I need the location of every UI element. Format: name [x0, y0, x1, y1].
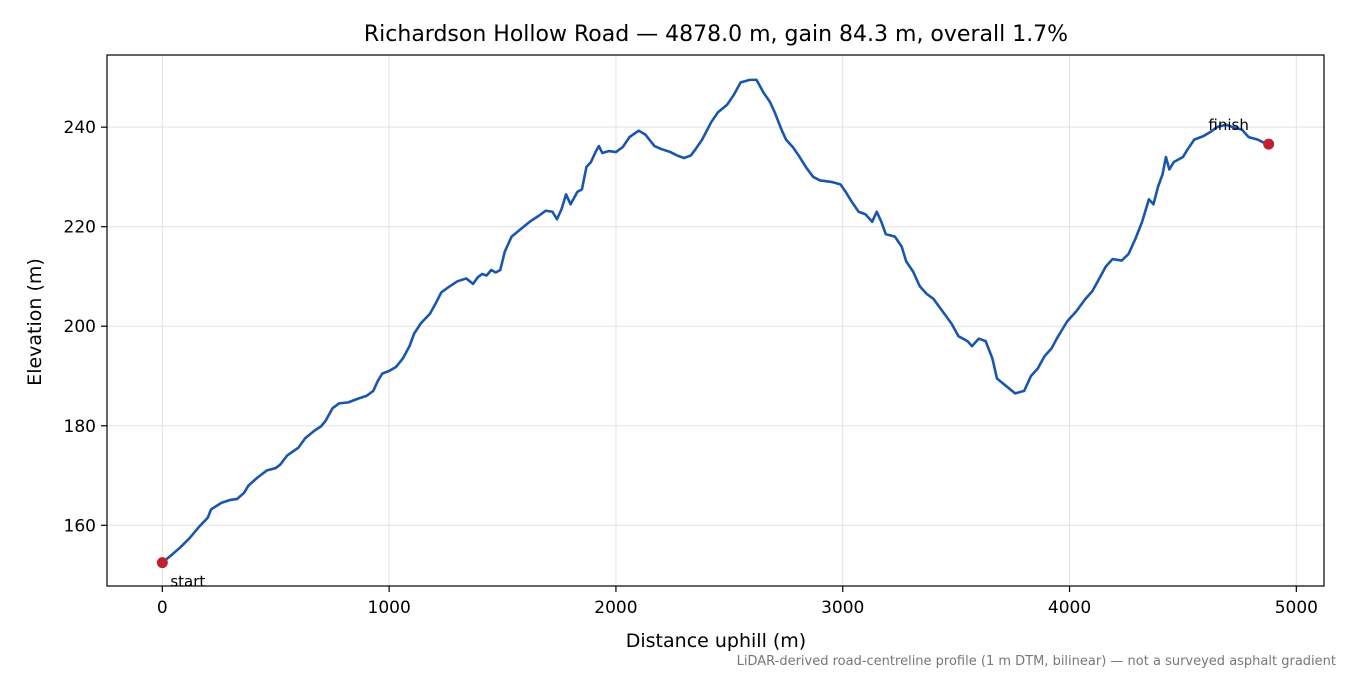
y-tick-label: 200 — [64, 317, 96, 337]
x-tick-label: 1000 — [368, 598, 411, 618]
x-axis-ticks: 0 1000 2000 3000 4000 5000 — [157, 586, 1318, 618]
finish-marker — [1263, 138, 1275, 150]
x-tick-label: 0 — [157, 598, 168, 618]
start-label: start — [170, 573, 205, 591]
y-tick-label: 220 — [64, 218, 96, 238]
y-tick-label: 240 — [64, 118, 96, 138]
start-marker — [156, 557, 168, 569]
y-axis-ticks: 160 180 200 220 240 — [64, 118, 107, 536]
x-tick-label: 5000 — [1275, 598, 1318, 618]
finish-label: finish — [1208, 116, 1248, 134]
x-tick-label: 4000 — [1048, 598, 1091, 618]
plot-area-frame — [106, 54, 1325, 587]
data-source-footnote: LiDAR-derived road-centreline profile (1… — [737, 654, 1336, 669]
x-tick-label: 2000 — [594, 598, 637, 618]
chart-title: Richardson Hollow Road — 4878.0 m, gain … — [364, 22, 1068, 47]
y-axis-label: Elevation (m) — [24, 258, 46, 386]
y-tick-label: 180 — [64, 417, 96, 437]
x-axis-label: Distance uphill (m) — [626, 630, 806, 652]
y-tick-label: 160 — [64, 516, 96, 536]
grid-lines — [107, 55, 1324, 586]
elevation-profile-line — [161, 78, 1270, 564]
x-tick-label: 3000 — [821, 598, 864, 618]
